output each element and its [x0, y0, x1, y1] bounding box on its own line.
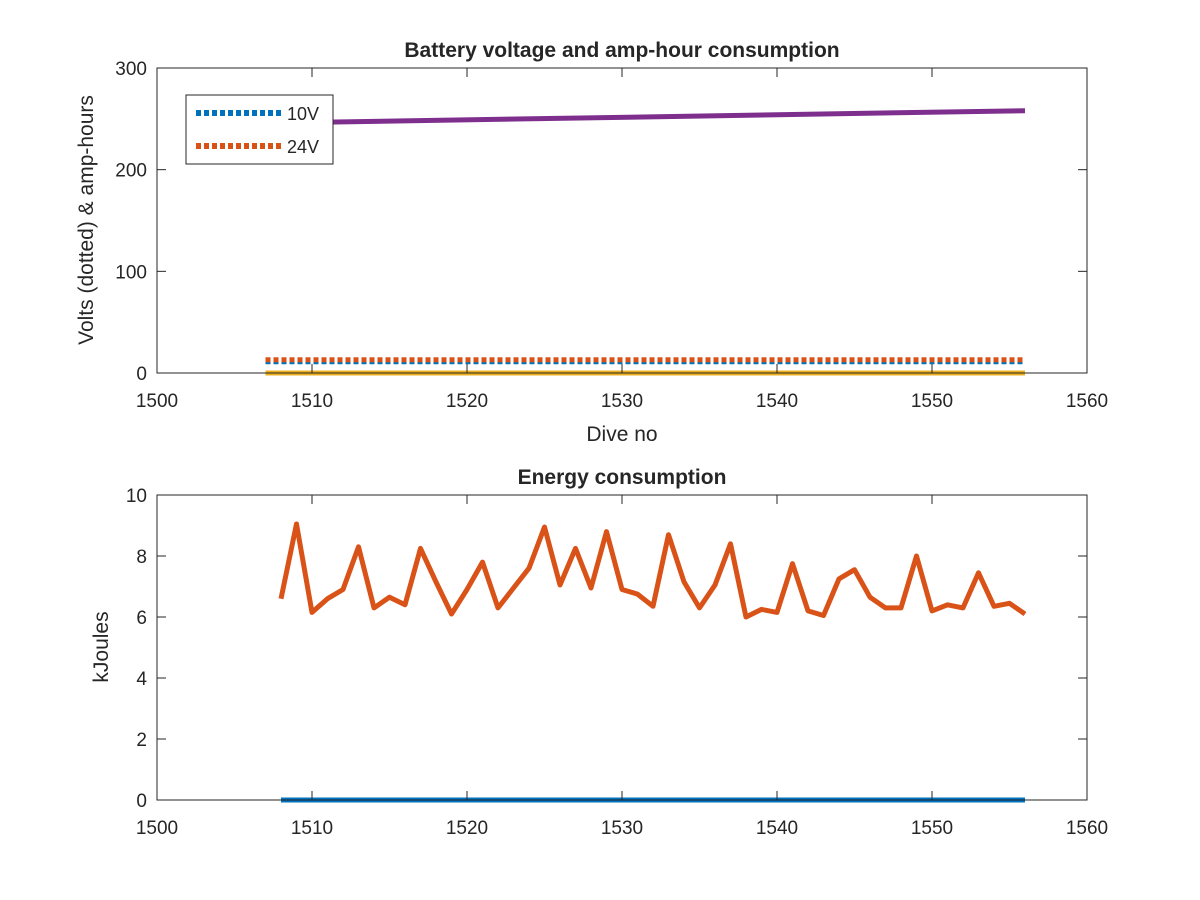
plot-area: [157, 495, 1087, 800]
x-tick-label: 1510: [291, 391, 333, 412]
x-tick-label: 1500: [136, 391, 178, 412]
y-tick-label: 4: [136, 669, 147, 690]
chart-title: Battery voltage and amp-hour consumption: [404, 39, 839, 62]
series-line-3: [280, 108, 1026, 126]
y-tick-label: 6: [136, 608, 147, 629]
legend-box: [185, 94, 334, 165]
x-tick-label: 1560: [1066, 391, 1108, 412]
series-line-1: [278, 521, 1027, 620]
y-tick-label: 300: [115, 59, 147, 80]
y-tick-label: 0: [136, 364, 147, 385]
x-tick-label: 1510: [291, 818, 333, 839]
x-tick-label: 1550: [911, 391, 953, 412]
y-tick-label: 2: [136, 730, 147, 751]
legend-label-10v: 10V: [287, 104, 319, 124]
ticks-layer: 1500 1510 1520 1530 1540 1550 1560 0 100 200 300: [115, 59, 1108, 412]
x-tick-label: 1560: [1066, 818, 1108, 839]
y-tick-label: 100: [115, 262, 147, 283]
x-tick-label: 1520: [446, 391, 488, 412]
energy-consumption-plot: 1500 1510 1520 1530 1540 1550 1560 0 2 4 6 8 10 Ener…: [90, 466, 1108, 839]
x-tick-label: 1520: [446, 818, 488, 839]
x-tick-label: 1540: [756, 818, 798, 839]
y-axis-label: Volts (dotted) & amp-hours: [75, 95, 98, 345]
x-axis-label: Dive no: [586, 423, 657, 446]
y-tick-label: 10: [126, 486, 147, 507]
x-tick-label: 1500: [136, 818, 178, 839]
x-tick-label: 1540: [756, 391, 798, 412]
x-tick-label: 1550: [911, 818, 953, 839]
y-axis-label: kJoules: [90, 611, 113, 682]
chart-title: Energy consumption: [518, 466, 727, 489]
y-tick-label: 8: [136, 547, 147, 568]
voltage-amp-hour-plot: 1500 1510 1520 1530 1540 1550 1560 0 100 200 300 B…: [75, 39, 1108, 446]
ticks-layer: 1500 1510 1520 1530 1540 1550 1560 0 2 4 6 8 10: [126, 486, 1108, 839]
legend: 10V 24V: [185, 94, 334, 165]
y-tick-label: 0: [136, 791, 147, 812]
x-tick-label: 1530: [601, 391, 643, 412]
y-tick-label: 200: [115, 161, 147, 182]
legend-label-24v: 24V: [287, 137, 319, 157]
x-tick-label: 1530: [601, 818, 643, 839]
